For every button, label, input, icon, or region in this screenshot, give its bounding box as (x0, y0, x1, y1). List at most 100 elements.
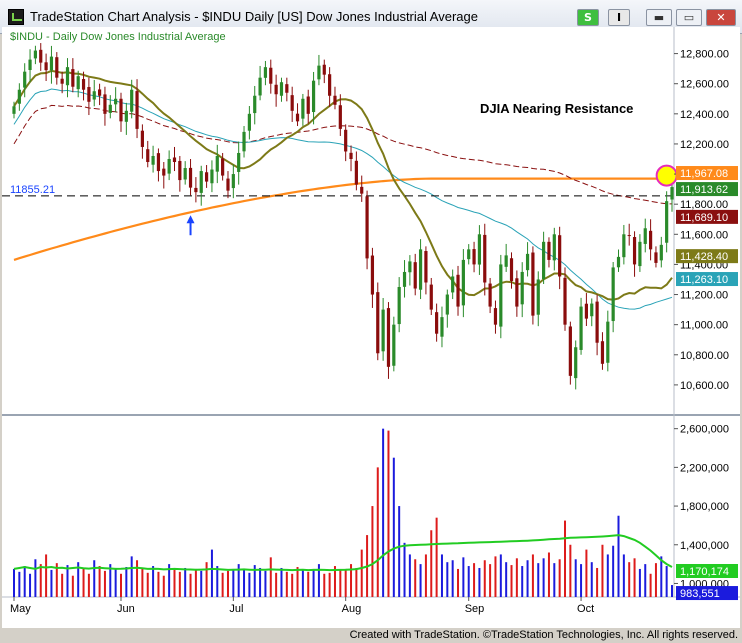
candle-body (616, 256, 621, 268)
volume-bar (328, 572, 331, 597)
maximize-button[interactable]: ▭ (676, 9, 702, 26)
candle-body (365, 196, 369, 259)
time-tick-label: May (10, 603, 31, 615)
volume-bar (312, 568, 315, 597)
candle-body (322, 64, 326, 75)
volume-bar (510, 565, 513, 597)
ma20-value-label: 11,428.40 (680, 251, 728, 263)
volume-bar (45, 554, 48, 597)
volume-bar (184, 567, 187, 597)
price-tick-label: 12,200.00 (680, 139, 729, 151)
volume-bar (537, 563, 540, 597)
price-tick-label: 12,800.00 (680, 49, 729, 61)
candle-body (381, 309, 385, 352)
candle-body (242, 131, 246, 152)
volume-bar (29, 573, 32, 597)
candle-body (429, 284, 433, 310)
chart-annotation: DJIA Nearing Resistance (480, 101, 633, 116)
candle-body (472, 249, 476, 265)
candle-body (333, 95, 337, 105)
candle-body (574, 347, 578, 379)
candle-body (360, 186, 364, 194)
volume-bar (275, 572, 278, 597)
candle-body (119, 98, 123, 122)
candle-body (199, 171, 203, 193)
candle-body (317, 65, 321, 80)
candle-body (65, 67, 70, 86)
candle-body (627, 235, 631, 237)
candle-body (172, 157, 177, 163)
volume-bar (136, 560, 139, 597)
price-volume-chart[interactable]: $INDU - Daily Dow Jones Industrial Avera… (2, 27, 740, 628)
minimize-button[interactable]: ▬ (646, 9, 672, 26)
volume-bar (596, 567, 599, 597)
volume-average-badge (676, 563, 738, 578)
series-label: $INDU - Daily Dow Jones Industrial Avera… (10, 31, 226, 43)
ma200-line (13, 177, 672, 261)
candle-body (49, 56, 54, 71)
volume-bar (333, 566, 336, 597)
price-tick-label: 11,800.00 (680, 199, 728, 211)
volume-bar (216, 566, 219, 597)
volume-bar (403, 542, 406, 597)
volume-bar (430, 530, 433, 597)
candle-body (461, 259, 465, 306)
candle-body (226, 178, 230, 191)
chart-area[interactable]: $INDU - Daily Dow Jones Industrial Avera… (2, 27, 740, 628)
strategy-button[interactable]: S (577, 9, 599, 26)
close-button[interactable]: ✕ (706, 9, 736, 26)
volume-bar (291, 573, 294, 597)
volume-bar (564, 520, 567, 597)
candle-body (210, 169, 214, 184)
volume-bar (499, 554, 502, 597)
volume-bar (467, 566, 470, 597)
volume-bar (18, 571, 21, 597)
ma100-value-label: 11,689.10 (680, 212, 728, 224)
volume-bar (205, 562, 208, 597)
ma50-value-label: 11,263.10 (680, 274, 728, 286)
volume-bar (269, 557, 272, 597)
volume-bar (339, 569, 342, 597)
candle-body (311, 80, 316, 113)
volume-bar (574, 559, 577, 597)
candle-body (167, 159, 171, 174)
volume-bar (414, 559, 417, 597)
price-tick-label: 12,400.00 (680, 109, 729, 121)
volume-bar (323, 573, 326, 597)
volume-bar (280, 567, 283, 597)
candle-body (39, 49, 43, 63)
volume-bar (253, 565, 256, 597)
candle-body (55, 57, 59, 78)
volume-bar (649, 573, 652, 597)
resistance-highlight-circle (655, 164, 678, 187)
candle-body (483, 234, 487, 283)
candle-body (392, 324, 396, 366)
candle-body (558, 235, 562, 277)
volume-bar (483, 560, 486, 597)
candle-body (579, 306, 583, 350)
candle-body (542, 241, 546, 280)
volume-bar (13, 568, 15, 597)
volume-bar (226, 570, 229, 597)
volume-bar (232, 568, 235, 597)
candle-body (12, 106, 16, 114)
candle-body (354, 160, 358, 185)
volume-bar (408, 554, 411, 597)
volume-bar (189, 573, 192, 597)
volume-bar (569, 544, 572, 597)
volume-bar (210, 549, 213, 597)
indicator-button[interactable]: I (608, 9, 630, 26)
volume-bar (61, 573, 64, 597)
volume-bar (39, 564, 42, 597)
volume-bar (462, 557, 465, 597)
volume-bar (638, 568, 641, 597)
volume-bar (489, 564, 492, 597)
candle-body (274, 84, 278, 95)
volume-bar (424, 554, 427, 597)
volume-bar (392, 457, 395, 597)
volume-bar (355, 567, 358, 597)
volume-bar (23, 566, 26, 597)
volume-bar (221, 572, 224, 597)
volume-bar (344, 568, 347, 597)
candle-body (435, 312, 439, 334)
